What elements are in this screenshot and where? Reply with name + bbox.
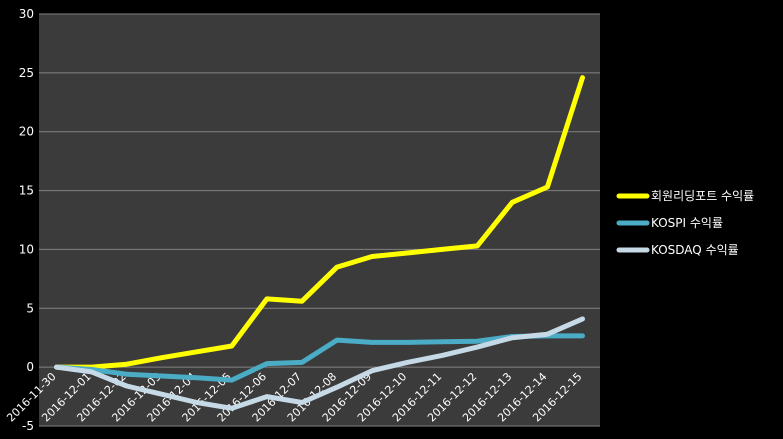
y-tick-label: 0: [26, 360, 34, 374]
y-tick-label: 10: [19, 242, 34, 256]
legend-label: KOSDAQ 수익률: [651, 243, 739, 257]
legend: 회원리딩포트 수익률 KOSPI 수익률 KOSDAQ 수익률: [616, 189, 754, 257]
series-line-2: [54, 316, 585, 411]
y-tick-label: 30: [19, 7, 34, 21]
y-tick-label: 25: [19, 66, 34, 80]
y-tick-label: 15: [19, 184, 34, 198]
legend-label: 회원리딩포트 수익률: [651, 189, 754, 203]
plot-area: [39, 14, 600, 426]
y-tick-label: 20: [19, 125, 34, 139]
series-line-0: [54, 75, 585, 370]
y-tick-label: 5: [26, 301, 34, 315]
series-line-1: [54, 333, 585, 383]
y-tick-label: -5: [22, 419, 34, 433]
y-axis-ticks: -5 0 5 10 15 20 25 30: [19, 7, 34, 433]
gridlines: [39, 13, 600, 427]
legend-label: KOSPI 수익률: [651, 216, 723, 230]
series-lines: [54, 75, 585, 411]
